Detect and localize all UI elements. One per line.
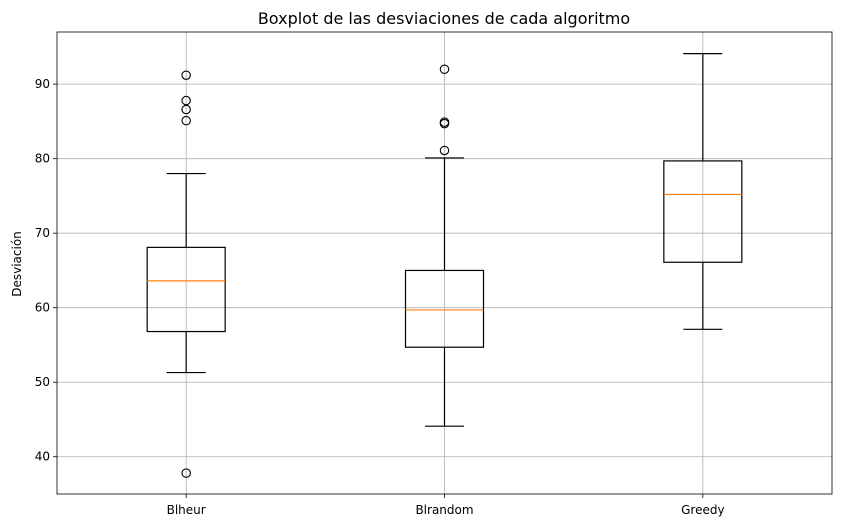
outlier-point xyxy=(181,95,191,106)
y-axis-label: Desviación xyxy=(10,231,24,297)
box-layer xyxy=(146,53,743,478)
y-tick-label: 60 xyxy=(35,301,50,315)
x-tick-label: Greedy xyxy=(681,503,724,517)
y-tick-label: 90 xyxy=(35,77,50,91)
y-tick-label: 40 xyxy=(35,450,50,464)
outlier-point xyxy=(439,64,450,75)
box-group-blheur xyxy=(146,70,226,478)
iqr-box xyxy=(404,269,485,348)
tick-layer: 40 50 60 70 80 90 Blheur Blrandom Greedy xyxy=(35,77,725,517)
outlier-point xyxy=(181,115,191,126)
y-tick-label: 70 xyxy=(35,226,50,240)
chart-title: Boxplot de las desviaciones de cada algo… xyxy=(258,9,630,28)
box-group-greedy xyxy=(663,53,743,330)
outlier-point xyxy=(439,145,450,156)
y-tick-label: 80 xyxy=(35,152,50,166)
plot-frame xyxy=(56,31,833,495)
box-group-blrandom xyxy=(404,64,485,427)
outlier-point xyxy=(439,117,450,127)
x-tick-label: Blheur xyxy=(167,503,206,517)
iqr-box xyxy=(663,160,743,263)
outlier-point xyxy=(181,468,191,478)
y-tick-label: 50 xyxy=(35,375,50,389)
iqr-box xyxy=(146,246,226,333)
outlier-point xyxy=(181,70,191,80)
x-tick-label: Blrandom xyxy=(415,503,473,517)
